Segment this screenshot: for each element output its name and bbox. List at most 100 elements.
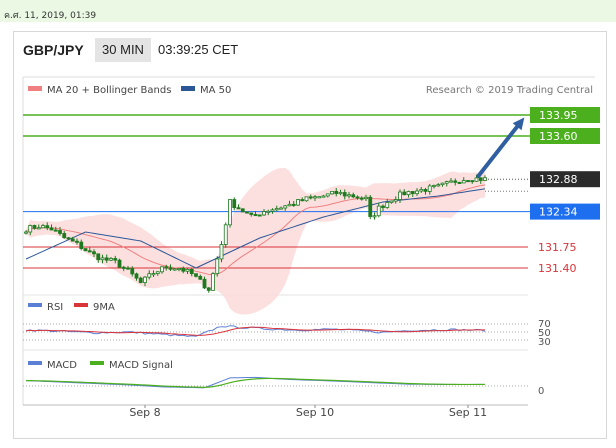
resistance-tag-1 bbox=[530, 128, 600, 144]
candle-body bbox=[228, 199, 232, 226]
candle-body bbox=[232, 199, 237, 209]
candle-body bbox=[483, 177, 487, 181]
candle-body bbox=[219, 244, 224, 260]
candle-body bbox=[138, 277, 143, 283]
candle-body bbox=[58, 230, 62, 234]
candle-body bbox=[338, 192, 343, 195]
macd-lines bbox=[25, 376, 486, 389]
interval-selector[interactable]: 30 MIN bbox=[95, 38, 151, 62]
candle-body bbox=[262, 211, 266, 216]
candle-body bbox=[330, 190, 334, 195]
candle-body bbox=[423, 189, 428, 192]
candle-body bbox=[87, 250, 92, 253]
candle-body bbox=[155, 271, 160, 274]
candle-body bbox=[24, 231, 28, 234]
candle-body bbox=[245, 211, 249, 214]
forecast-arrow bbox=[476, 117, 525, 178]
candle-body bbox=[198, 275, 203, 280]
rsi-grid: 70 50 30 bbox=[23, 319, 551, 348]
rsi-legend: RSI 9MA bbox=[28, 302, 115, 313]
candle-body bbox=[351, 194, 356, 198]
macd-signal-swatch bbox=[90, 361, 104, 365]
candle-body bbox=[266, 210, 271, 213]
bollinger-bands bbox=[26, 167, 485, 315]
candle-body bbox=[134, 273, 139, 279]
candle-body bbox=[100, 257, 105, 261]
candle-body bbox=[96, 253, 101, 261]
legend-swatch-ma20 bbox=[28, 86, 42, 91]
rsi-swatch bbox=[28, 303, 42, 307]
x-tick-label-sep-11: Sep 11 bbox=[449, 406, 487, 419]
x-tick-label-sep-10: Sep 10 bbox=[296, 406, 334, 419]
candle-body bbox=[270, 209, 275, 212]
candle-body bbox=[223, 224, 228, 245]
timestamp-text: ค.ศ. 11, 2019, 01:39 bbox=[4, 11, 97, 21]
macd-zero-label: 0 bbox=[538, 386, 544, 397]
rsi-ma-line bbox=[25, 326, 486, 336]
candle-body bbox=[109, 258, 113, 261]
candle-body bbox=[313, 196, 317, 199]
moving-averages bbox=[25, 184, 486, 276]
candle-body bbox=[194, 273, 198, 277]
candle-body bbox=[449, 180, 453, 183]
candle-body bbox=[393, 199, 398, 202]
candle-body bbox=[359, 197, 364, 200]
candle-body bbox=[427, 185, 432, 192]
price-levels bbox=[23, 114, 530, 269]
candle-body bbox=[253, 214, 258, 217]
candle-body bbox=[160, 266, 164, 273]
ma50-line bbox=[25, 188, 486, 269]
candle-body bbox=[474, 177, 479, 182]
candle-body bbox=[53, 229, 58, 232]
candle-body bbox=[185, 268, 190, 272]
macd-signal-line bbox=[25, 377, 486, 388]
time-axis: Sep 8 Sep 10 Sep 11 bbox=[129, 405, 487, 419]
candle-body bbox=[66, 237, 71, 240]
candle-body bbox=[83, 248, 88, 252]
x-tick-label-sep-8: Sep 8 bbox=[129, 406, 160, 419]
candle-body bbox=[32, 225, 37, 229]
candle-body bbox=[466, 180, 470, 183]
candle-body bbox=[342, 192, 347, 197]
rsi-label-50: 50 bbox=[538, 328, 551, 339]
symbol-label: GBP/JPY bbox=[23, 42, 84, 58]
candle-body bbox=[461, 180, 466, 184]
candle-body bbox=[177, 268, 181, 271]
candle-body bbox=[385, 202, 390, 208]
forecast-arrow-head bbox=[512, 117, 525, 131]
candle-body bbox=[36, 227, 41, 230]
candle-body bbox=[321, 195, 326, 198]
forecast-arrow-shaft bbox=[476, 121, 522, 178]
candle-body bbox=[368, 196, 373, 217]
candle-body bbox=[287, 203, 292, 207]
candle-body bbox=[189, 268, 194, 275]
resistance-tag-0 bbox=[530, 107, 600, 123]
candle-body bbox=[236, 207, 241, 210]
candle-body bbox=[279, 207, 283, 210]
candle-body bbox=[317, 196, 322, 199]
candle-body bbox=[457, 181, 462, 184]
candle-body bbox=[478, 177, 483, 181]
legend-ma50-label: MA 50 bbox=[200, 85, 231, 96]
macd-swatch bbox=[28, 361, 42, 365]
candles bbox=[24, 174, 487, 293]
candle-body bbox=[75, 240, 79, 243]
bollinger-band-area bbox=[26, 167, 485, 315]
rsi-label-30: 30 bbox=[538, 337, 551, 348]
candle-body bbox=[372, 215, 377, 218]
credit-text: Research © 2019 Trading Central bbox=[426, 85, 593, 96]
candle-body bbox=[347, 194, 351, 197]
candle-body bbox=[249, 212, 254, 215]
candle-body bbox=[168, 267, 173, 270]
macd-legend-label: MACD bbox=[47, 360, 77, 371]
legend-swatch-ma50 bbox=[181, 86, 195, 91]
candle-body bbox=[202, 278, 207, 289]
candle-body bbox=[432, 185, 436, 188]
candle-body bbox=[304, 196, 309, 202]
candle-body bbox=[291, 203, 296, 206]
candle-body bbox=[143, 276, 147, 283]
macd-line bbox=[25, 376, 486, 389]
rsi-ma-swatch bbox=[74, 303, 88, 307]
macd-signal-legend-label: MACD Signal bbox=[109, 360, 173, 371]
